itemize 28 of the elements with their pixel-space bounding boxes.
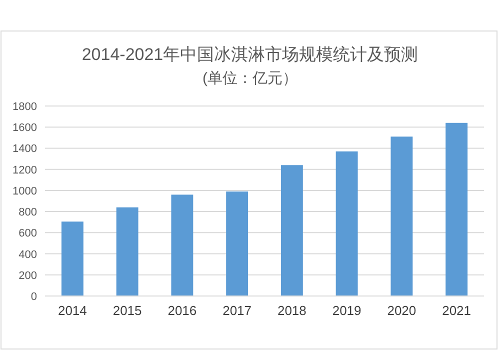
x-tick-label: 2014 bbox=[58, 303, 87, 318]
chart-subtitle: (单位：亿元） bbox=[202, 70, 298, 87]
y-tick-label: 1800 bbox=[12, 101, 37, 113]
x-tick-label: 2015 bbox=[112, 303, 142, 318]
bar bbox=[336, 151, 358, 296]
x-tick-label: 2021 bbox=[442, 303, 472, 318]
chart-title: 2014-2021年中国冰淇淋市场规模统计及预测 bbox=[82, 45, 418, 64]
x-tick-label: 2018 bbox=[277, 303, 306, 318]
bar bbox=[226, 192, 248, 296]
y-tick-label: 1600 bbox=[12, 122, 37, 134]
bar bbox=[171, 194, 194, 296]
x-tick-label: 2017 bbox=[222, 303, 252, 318]
bar bbox=[446, 122, 468, 296]
bar bbox=[390, 136, 413, 296]
bar bbox=[61, 222, 84, 296]
y-tick-label: 1200 bbox=[12, 164, 37, 176]
y-tick-label: 600 bbox=[18, 228, 37, 240]
y-tick-label: 1400 bbox=[12, 143, 37, 156]
y-tick-label: 1000 bbox=[12, 185, 37, 198]
bar bbox=[280, 165, 303, 296]
y-tick-label: 200 bbox=[18, 270, 37, 282]
x-tick-label: 2016 bbox=[168, 303, 197, 318]
y-tick-label: 800 bbox=[18, 206, 37, 219]
x-tick-label: 2020 bbox=[387, 303, 416, 318]
y-tick-label: 0 bbox=[30, 291, 37, 303]
bar bbox=[116, 207, 138, 296]
y-tick-label: 400 bbox=[18, 248, 37, 261]
x-tick-label: 2019 bbox=[332, 303, 362, 318]
